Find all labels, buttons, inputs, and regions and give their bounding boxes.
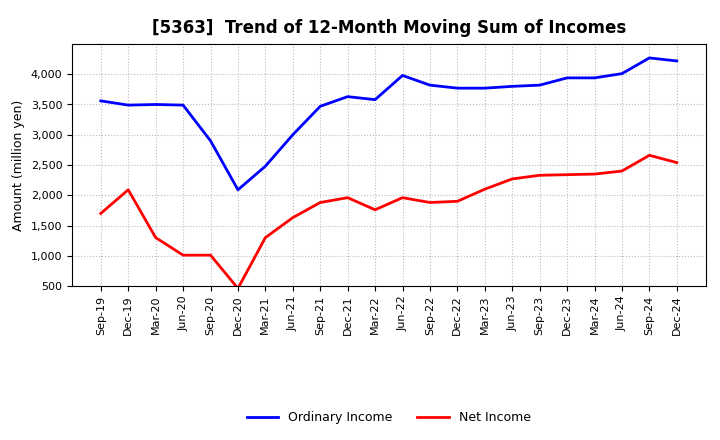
Net Income [645,153,654,158]
Net Income [618,169,626,174]
Ordinary Income [645,55,654,61]
Y-axis label: Amount (million yen): Amount (million yen) [12,99,25,231]
Ordinary Income [508,84,516,89]
Legend: Ordinary Income, Net Income: Ordinary Income, Net Income [242,407,536,429]
Ordinary Income [453,85,462,91]
Ordinary Income [316,104,325,109]
Net Income [343,195,352,200]
Ordinary Income [590,75,599,81]
Ordinary Income [618,71,626,76]
Net Income [480,187,489,192]
Net Income [536,172,544,178]
Ordinary Income [179,103,187,108]
Line: Net Income: Net Income [101,155,677,289]
Ordinary Income [289,132,297,137]
Net Income [261,235,270,240]
Net Income [371,207,379,213]
Line: Ordinary Income: Ordinary Income [101,58,677,190]
Net Income [96,211,105,216]
Ordinary Income [151,102,160,107]
Ordinary Income [563,75,572,81]
Ordinary Income [124,103,132,108]
Net Income [563,172,572,177]
Ordinary Income [371,97,379,102]
Ordinary Income [96,98,105,103]
Ordinary Income [426,83,434,88]
Net Income [508,176,516,182]
Ordinary Income [261,164,270,169]
Ordinary Income [206,138,215,143]
Net Income [233,286,242,291]
Ordinary Income [343,94,352,99]
Net Income [124,187,132,192]
Ordinary Income [672,58,681,63]
Net Income [179,253,187,258]
Title: [5363]  Trend of 12-Month Moving Sum of Incomes: [5363] Trend of 12-Month Moving Sum of I… [152,19,626,37]
Net Income [289,215,297,220]
Net Income [672,160,681,165]
Net Income [426,200,434,205]
Ordinary Income [536,83,544,88]
Ordinary Income [480,85,489,91]
Net Income [206,253,215,258]
Ordinary Income [233,187,242,192]
Net Income [316,200,325,205]
Net Income [453,199,462,204]
Ordinary Income [398,73,407,78]
Net Income [151,235,160,240]
Net Income [398,195,407,200]
Net Income [590,172,599,177]
